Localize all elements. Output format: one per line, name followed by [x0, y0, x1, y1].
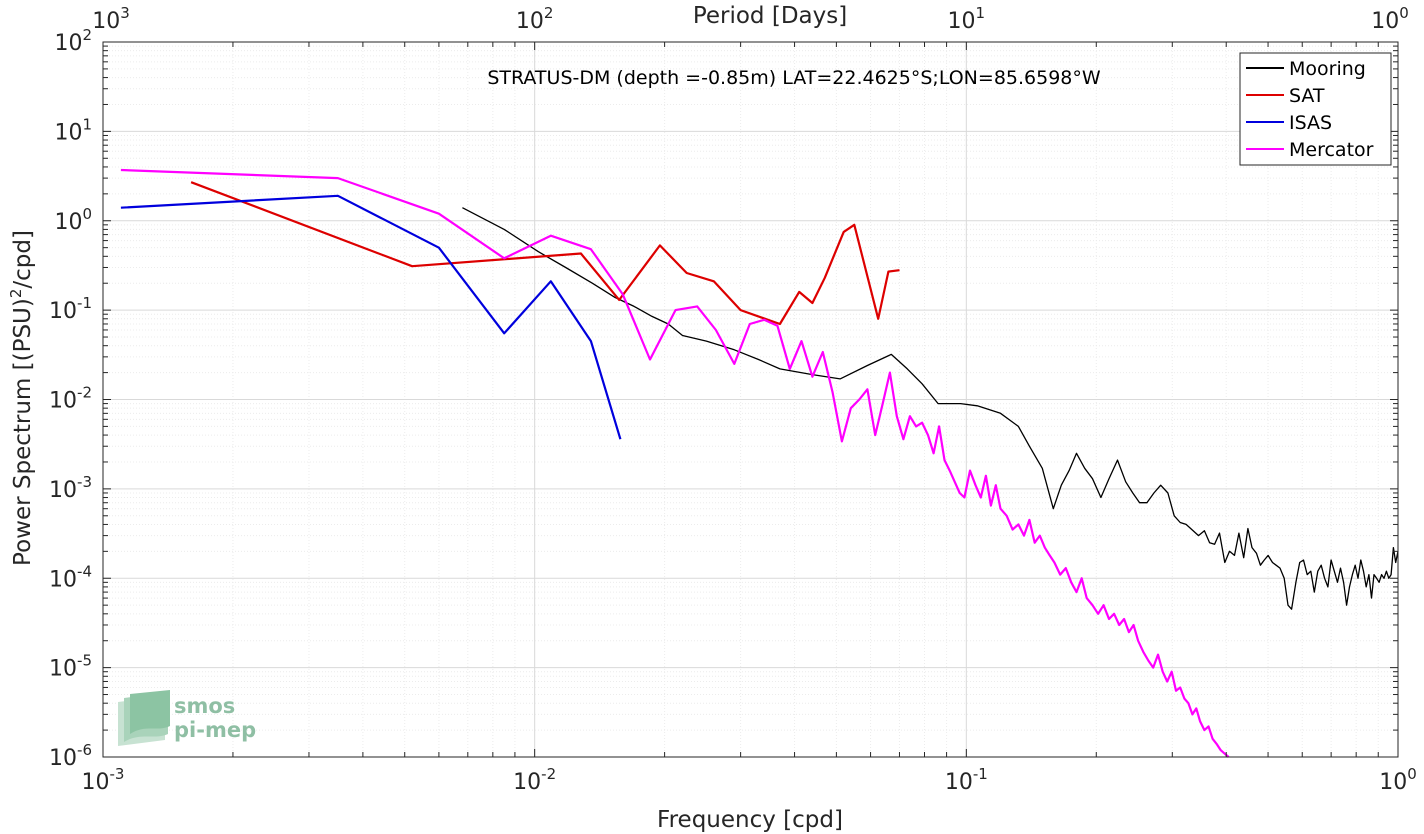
top-x-tick-label: 103: [92, 4, 130, 34]
y-tick-label: 101: [54, 115, 92, 145]
top-x-tick-label: 100: [1371, 4, 1409, 34]
x-tick-label: 100: [1379, 765, 1417, 795]
y-tick-label: 10-2: [49, 384, 92, 414]
tick-marks: [102, 41, 1399, 758]
y-tick-label: 10-1: [49, 294, 92, 324]
y-tick-label: 10-3: [49, 473, 92, 503]
x-tick-labels: 10-3 10-2 10-1 100: [82, 765, 1417, 795]
x-tick-label: 10-3: [82, 765, 125, 795]
chart-title: STRATUS-DM (depth =-0.85m) LAT=22.4625°S…: [487, 67, 1101, 89]
top-x-tick-label: 102: [516, 4, 554, 34]
y-axis-label: Power Spectrum [(PSU)2/cpd]: [7, 230, 36, 566]
top-x-tick-label-base: 10: [1371, 9, 1399, 34]
smos-pi-mep-logo: smos pi-mep: [118, 690, 256, 746]
y-tick-label: 102: [54, 26, 92, 56]
x-tick-label-base: 10: [945, 770, 973, 795]
top-x-tick-label-exponent: 2: [544, 4, 554, 22]
y-tick-label-base: 10: [49, 389, 77, 414]
y-tick-label-exponent: -5: [77, 652, 92, 670]
y-tick-label: 10-5: [49, 652, 92, 682]
logo-wave-icon-3: [130, 690, 170, 734]
y-tick-label: 10-6: [49, 741, 92, 771]
top-x-tick-label-exponent: 1: [976, 4, 986, 22]
x-axis-label: Frequency [cpd]: [657, 807, 843, 833]
y-tick-label-base: 10: [49, 299, 77, 324]
y-tick-label-exponent: -4: [77, 562, 92, 580]
legend-box: [1239, 52, 1392, 166]
x-tick-label-exponent: -1: [973, 765, 988, 783]
legend: Mooring SAT ISAS Mercator: [1239, 52, 1392, 166]
y-tick-label: 10-4: [49, 562, 92, 592]
y-tick-label-base: 10: [54, 31, 82, 56]
grid: [103, 42, 1398, 757]
x-tick-label: 10-2: [513, 765, 556, 795]
x-tick-label-base: 10: [1379, 770, 1407, 795]
legend-label-mercator: Mercator: [1289, 139, 1374, 161]
y-tick-label-exponent: -3: [77, 473, 92, 491]
y-tick-label: 100: [54, 205, 92, 235]
y-tick-label-base: 10: [54, 210, 82, 235]
y-tick-label-base: 10: [49, 478, 77, 503]
top-x-tick-label-base: 10: [92, 9, 120, 34]
legend-label-sat: SAT: [1289, 85, 1325, 107]
data-series: [120, 168, 1399, 758]
y-axis-label-superscript: 2: [7, 289, 25, 299]
y-axis-label-tail: /cpd]: [10, 230, 36, 289]
x-tick-label-exponent: 0: [1407, 765, 1417, 783]
top-x-tick-label-base: 10: [516, 9, 544, 34]
x-tick-label-base: 10: [82, 770, 110, 795]
top-x-tick-label-base: 10: [948, 9, 976, 34]
y-tick-label-exponent: 0: [82, 205, 92, 223]
legend-label-isas: ISAS: [1289, 112, 1332, 134]
top-x-tick-labels: 103 102 101 100: [92, 4, 1409, 34]
y-tick-label-base: 10: [49, 567, 77, 592]
series-line-mercator: [120, 168, 1230, 758]
x-tick-label-exponent: -2: [541, 765, 556, 783]
top-x-tick-label-exponent: 0: [1399, 4, 1409, 22]
y-tick-label-base: 10: [49, 746, 77, 771]
x-tick-label-base: 10: [513, 770, 541, 795]
series-line-mooring: [462, 207, 1399, 610]
logo-text-pimep: pi-mep: [174, 718, 256, 742]
series-line-sat: [190, 181, 900, 326]
y-axis-label-main: Power Spectrum [(PSU): [10, 298, 36, 566]
legend-label-mooring: Mooring: [1289, 58, 1366, 80]
y-tick-label-exponent: 2: [82, 26, 92, 44]
y-tick-label-exponent: 1: [82, 115, 92, 133]
x-tick-label-exponent: -3: [110, 765, 125, 783]
y-tick-label-base: 10: [49, 657, 77, 682]
logo-text-smos: smos: [174, 694, 235, 718]
top-x-tick-label-exponent: 3: [120, 4, 130, 22]
legend-items: Mooring SAT ISAS Mercator: [1246, 58, 1374, 161]
top-x-tick-label: 101: [948, 4, 986, 34]
y-tick-label-base: 10: [54, 120, 82, 145]
top-axis-label: Period [Days]: [693, 3, 847, 29]
y-tick-label-exponent: -6: [77, 741, 92, 759]
series-line-isas: [120, 194, 622, 440]
x-tick-label: 10-1: [945, 765, 988, 795]
y-tick-label-exponent: -1: [77, 294, 92, 312]
y-tick-label-exponent: -2: [77, 384, 92, 402]
